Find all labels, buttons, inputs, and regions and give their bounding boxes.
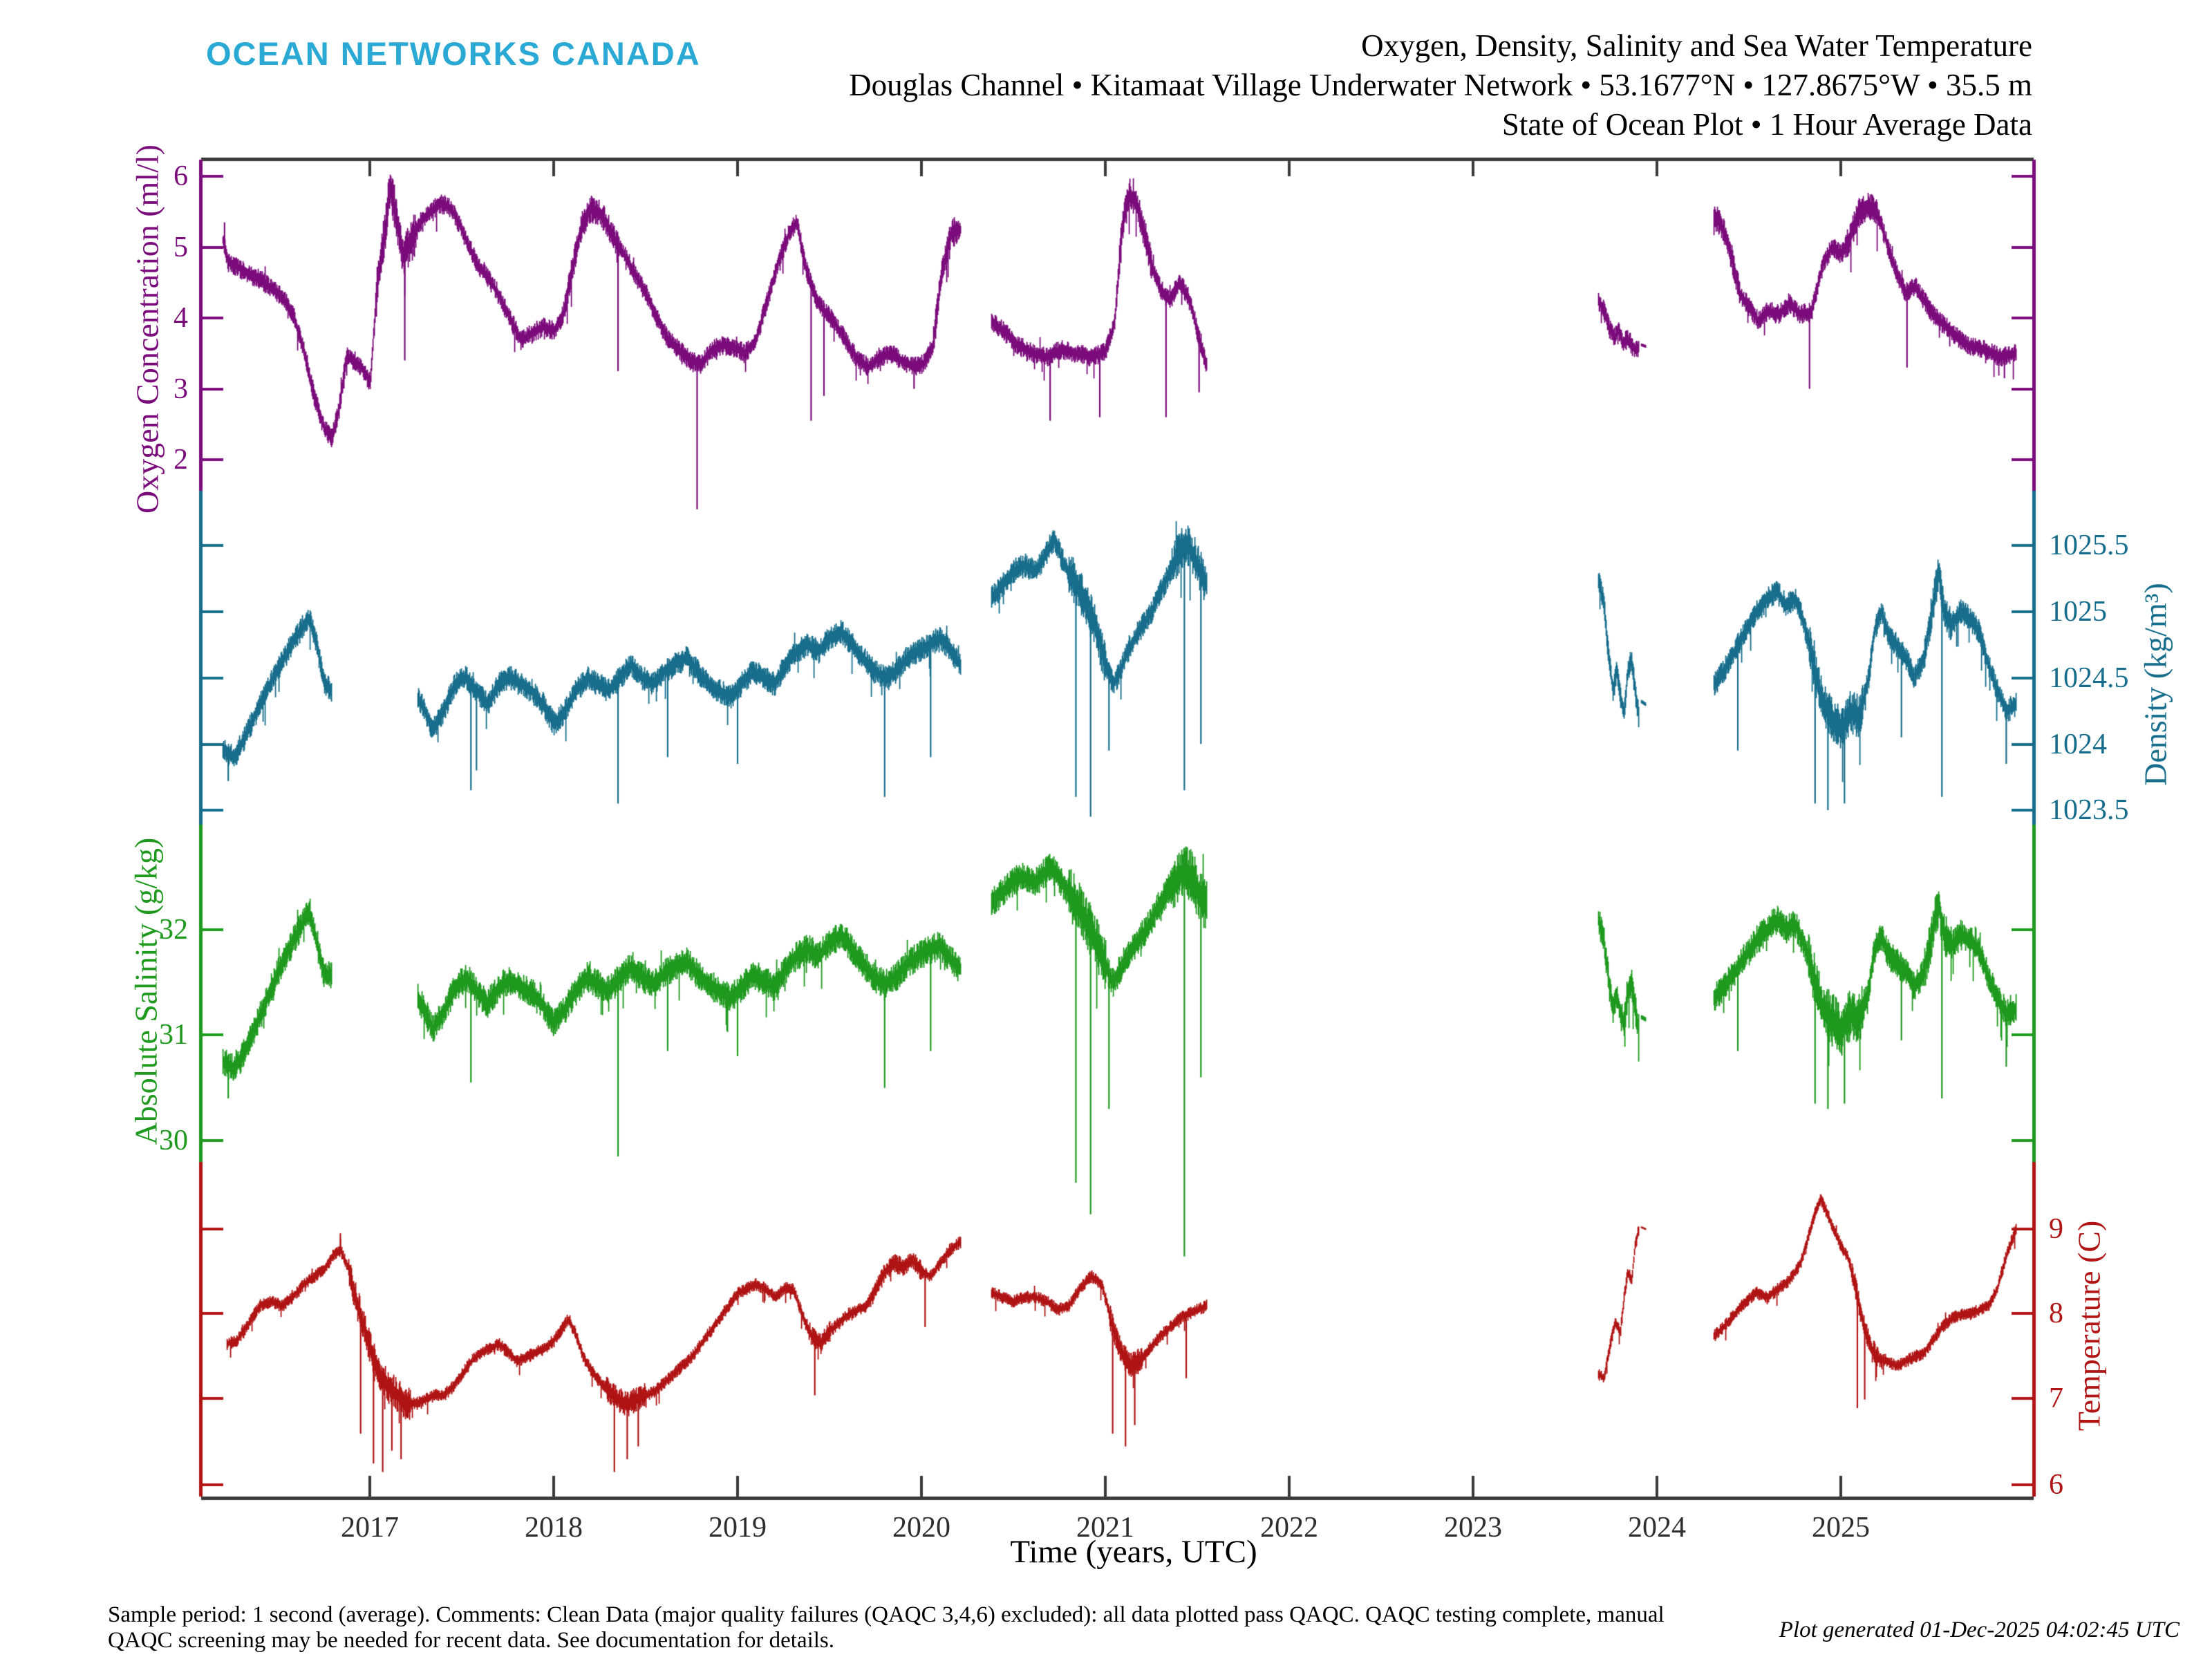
year-tick-label: 2020 xyxy=(892,1512,950,1544)
temperature-tick-label: 7 xyxy=(2049,1382,2063,1414)
year-tick-label: 2019 xyxy=(709,1512,767,1544)
x-axis-label: Time (years, UTC) xyxy=(1010,1534,1257,1570)
footer-line-1: Sample period: 1 second (average). Comme… xyxy=(108,1602,1665,1627)
oxygen-axis-label: Oxygen Concentration (ml/l) xyxy=(129,144,165,514)
footer-comments: Sample period: 1 second (average). Comme… xyxy=(108,1602,1665,1653)
title-location: Douglas Channel • Kitamaat Village Under… xyxy=(849,68,2032,102)
salinity-tick-label: 31 xyxy=(159,1019,188,1051)
year-tick-label: 2017 xyxy=(341,1512,399,1544)
onc-logo: OCEAN NETWORKS CANADA xyxy=(206,35,701,72)
density-tick-label: 1025 xyxy=(2049,596,2107,628)
year-tick-label: 2025 xyxy=(1812,1512,1870,1544)
oxygen-tick-label: 2 xyxy=(174,444,188,476)
oxygen-tick-label: 5 xyxy=(174,232,188,263)
salinity-tick-label: 30 xyxy=(159,1125,188,1156)
title-subtitle: State of Ocean Plot • 1 Hour Average Dat… xyxy=(1501,107,2032,142)
temperature-tick-label: 9 xyxy=(2049,1213,2063,1245)
page-title: Oxygen, Density, Salinity and Sea Water … xyxy=(1361,28,2032,63)
year-tick-label: 2024 xyxy=(1628,1512,1686,1544)
year-tick-label: 2023 xyxy=(1444,1512,1502,1544)
title-block: Oxygen, Density, Salinity and Sea Water … xyxy=(849,26,2032,144)
salinity-axis-label: Absolute Salinity (g/kg) xyxy=(128,837,164,1145)
oxygen-tick-label: 4 xyxy=(174,302,188,334)
temperature-axis-label: Temperature (C) xyxy=(2071,1220,2107,1432)
year-tick-label: 2018 xyxy=(525,1512,583,1544)
density-axis-label: Density (kg/m³) xyxy=(2137,583,2173,786)
salinity-tick-label: 32 xyxy=(159,914,188,946)
oxygen-tick-label: 3 xyxy=(174,373,188,405)
year-tick-label: 2022 xyxy=(1260,1512,1318,1544)
plot-generated-timestamp: Plot generated 01-Dec-2025 04:02:45 UTC xyxy=(1779,1618,2180,1642)
density-tick-label: 1023.5 xyxy=(2049,794,2129,826)
density-tick-label: 1025.5 xyxy=(2049,529,2129,561)
density-tick-label: 1024.5 xyxy=(2049,662,2129,694)
temperature-tick-label: 8 xyxy=(2049,1297,2063,1329)
density-tick-label: 1024 xyxy=(2049,729,2107,760)
footer-line-2: QAQC screening may be needed for recent … xyxy=(108,1628,835,1653)
temperature-tick-label: 6 xyxy=(2049,1469,2063,1501)
oxygen-tick-label: 6 xyxy=(174,160,188,192)
year-tick-label: 2021 xyxy=(1076,1512,1134,1544)
